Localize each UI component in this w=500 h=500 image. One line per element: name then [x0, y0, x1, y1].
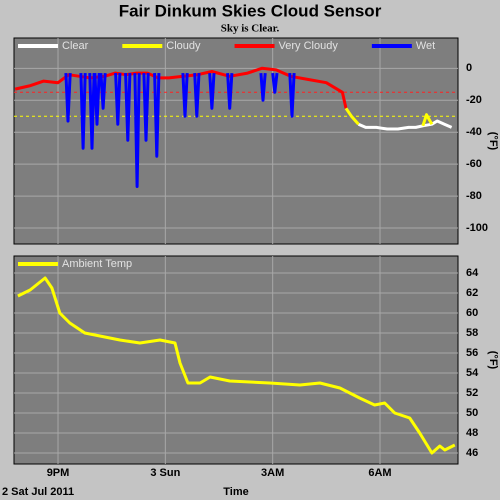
y-axis-label: (°F)	[487, 132, 499, 151]
chart-title: Fair Dinkum Skies Cloud Sensor	[119, 1, 382, 20]
legend-label: Clear	[62, 40, 89, 52]
legend-label: Ambient Temp	[62, 258, 132, 270]
data-line	[64, 72, 296, 188]
y-tick-label: 52	[466, 387, 478, 399]
plot-area	[13, 255, 459, 465]
y-tick-label: -80	[466, 190, 482, 202]
legend-label: Very Cloudy	[279, 40, 339, 52]
y-tick-label: 64	[466, 267, 479, 279]
x-tick-label: 3 Sun	[150, 467, 180, 479]
data-line	[357, 119, 453, 131]
data-line	[344, 107, 434, 127]
y-tick-label: 0	[466, 62, 472, 74]
y-tick-label: 50	[466, 407, 478, 419]
y-tick-label: -20	[466, 94, 482, 106]
y-tick-label: -40	[466, 126, 482, 138]
legend-label: Cloudy	[166, 40, 201, 52]
plot-area	[13, 37, 459, 245]
legend-label: Wet	[416, 40, 435, 52]
x-axis-label: Time	[223, 486, 248, 498]
y-tick-label: -60	[466, 158, 482, 170]
y-tick-label: 46	[466, 447, 478, 459]
x-tick-label: 9PM	[47, 467, 70, 479]
y-tick-label: 60	[466, 307, 478, 319]
date-label: 2 Sat Jul 2011	[2, 486, 74, 498]
y-tick-label: 54	[466, 367, 479, 379]
chart-subtitle: Sky is Clear.	[221, 23, 280, 35]
y-tick-label: 56	[466, 347, 478, 359]
y-tick-label: 62	[466, 287, 478, 299]
y-axis-label: (°F)	[487, 351, 499, 370]
data-line	[17, 276, 456, 455]
y-tick-label: 48	[466, 427, 478, 439]
x-tick-label: 6AM	[368, 467, 391, 479]
x-tick-label: 3AM	[261, 467, 284, 479]
y-tick-label: -100	[466, 222, 488, 234]
y-tick-label: 58	[466, 327, 478, 339]
